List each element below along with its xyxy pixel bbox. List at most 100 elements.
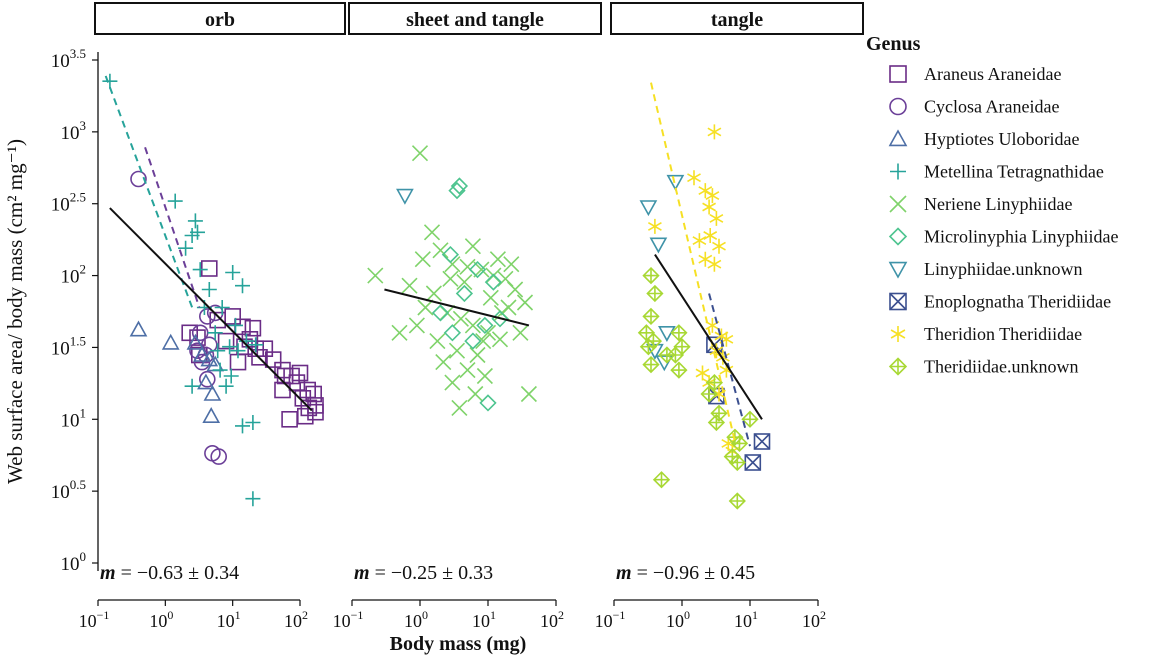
point-microlinyphia-linyphiidae (443, 324, 462, 342)
point-neriene-linyphiidae (367, 267, 384, 284)
point-neriene-linyphiidae (452, 310, 469, 327)
point-theridion-theridiidae (712, 238, 726, 254)
point-cyclosa-araneidae (199, 370, 216, 388)
series-fit-line (104, 75, 194, 308)
point-araneus-araneidae (217, 332, 235, 350)
point-theridion-theridiidae (647, 218, 662, 234)
point-theridiidae-unknown (673, 338, 691, 356)
slope-annotation: m = −0.25 ± 0.33 (354, 562, 493, 584)
point-theridiidae-unknown (642, 355, 660, 374)
legend-item-linyphiidae-unknown: Linyphiidae.unknown (888, 259, 1082, 279)
legend-label: Theridiidae.unknown (924, 357, 1078, 377)
y-tick-label: 100.5 (51, 477, 86, 503)
point-neriene-linyphiidae (520, 385, 537, 403)
legend-item-metellina-tetragnathidae: Metellina Tetragnathidae (890, 162, 1104, 182)
point-linyphiidae-unknown (655, 355, 674, 372)
y-tick-group: 100 100.5 101 101.5 102 102.5 103 103.5 (51, 46, 98, 575)
legend-item-neriene-linyphiidae: Neriene Linyphiidae (889, 194, 1072, 214)
legend-key-square-x (889, 292, 907, 311)
point-araneus-araneidae (244, 319, 262, 337)
x-tick-label: 100 (149, 608, 173, 631)
point-theridion-theridiidae (705, 188, 720, 204)
point-neriene-linyphiidae (489, 251, 506, 268)
point-microlinyphia-linyphiidae (431, 304, 450, 322)
legend: Genus Araneus Araneidae Cyclosa Araneidae… (866, 33, 1118, 377)
point-theridion-theridiidae (698, 251, 713, 267)
x-axis-label: Body mass (mg) (390, 633, 527, 655)
point-hyptiotes-uloboridae (129, 320, 148, 337)
point-neriene-linyphiidae (512, 324, 529, 341)
series-fit-line (144, 147, 201, 308)
panel-strip (610, 2, 864, 35)
point-neriene-linyphiidae (411, 145, 429, 162)
legend-item-enoplognatha-theridiidae: Enoplognatha Theridiidae (889, 292, 1111, 312)
y-tick-label: 100 (61, 549, 87, 575)
legend-key-asterisk (890, 326, 906, 342)
point-microlinyphia-linyphiidae (450, 177, 469, 195)
point-microlinyphia-linyphiidae (448, 181, 466, 200)
panel-title: sheet and tangle (406, 9, 544, 31)
point-theridiidae-unknown (670, 361, 688, 379)
legend-key-triangle-down (888, 261, 908, 279)
panel-fit-line (654, 254, 763, 420)
x-tick-label: 102 (540, 608, 564, 631)
point-theridiidae-unknown (670, 324, 688, 342)
point-metellina-tetragnathidae (210, 343, 226, 359)
point-theridion-theridiidae (698, 183, 713, 199)
point-metellina-tetragnathidae (230, 343, 246, 359)
point-araneus-araneidae (307, 403, 324, 421)
point-metellina-tetragnathidae (207, 325, 223, 341)
legend-item-theridiidae-unknown: Theridiidae.unknown (888, 357, 1078, 377)
point-linyphiidae-unknown (649, 237, 668, 254)
point-enoplognatha-theridiidae (744, 454, 762, 471)
point-theridion-theridiidae (715, 349, 730, 365)
point-neriene-linyphiidae (473, 261, 490, 278)
point-metellina-tetragnathidae (184, 378, 200, 394)
point-araneus-araneidae (256, 340, 274, 358)
point-neriene-linyphiidae (444, 374, 461, 391)
panel-strip (348, 2, 602, 35)
panel-tangle: tangle 10−1 100 101 102 m = −0.96 ± 0.45 (595, 2, 864, 631)
point-neriene-linyphiidae (432, 242, 449, 259)
point-neriene-linyphiidae (507, 281, 524, 298)
legend-key-triangle-up (888, 129, 908, 147)
x-tick-label: 100 (666, 608, 690, 631)
point-neriene-linyphiidae (516, 294, 534, 311)
point-linyphiidae-unknown (658, 325, 676, 342)
point-neriene-linyphiidae (500, 299, 517, 316)
point-metellina-tetragnathidae (222, 339, 238, 355)
legend-item-araneus-araneidae: Araneus Araneidae (889, 64, 1061, 84)
panel-fit-line (109, 207, 313, 412)
legend-key-x (889, 195, 907, 213)
point-microlinyphia-linyphiidae (484, 273, 503, 291)
point-neriene-linyphiidae (451, 399, 468, 416)
y-axis-label: Web surface area/ body mass (cm² mg⁻¹) (3, 139, 27, 484)
point-araneus-araneidae (305, 385, 323, 403)
point-theridiidae-unknown (652, 471, 671, 489)
point-neriene-linyphiidae (479, 324, 497, 341)
legend-label: Theridion Theridiidae (924, 324, 1082, 344)
legend-label: Araneus Araneidae (924, 64, 1061, 84)
y-tick-label: 101.5 (51, 333, 86, 359)
point-cyclosa-araneidae (210, 448, 227, 465)
point-neriene-linyphiidae (448, 342, 466, 359)
legend-label: Cyclosa Araneidae (924, 97, 1059, 117)
point-araneus-araneidae (224, 308, 241, 325)
point-linyphiidae-unknown (396, 188, 414, 205)
point-araneus-araneidae (274, 381, 291, 399)
point-microlinyphia-linyphiidae (441, 245, 460, 264)
point-linyphiidae-unknown (639, 200, 658, 217)
point-theridiidae-unknown (730, 434, 749, 453)
point-metellina-tetragnathidae (214, 300, 230, 315)
point-hyptiotes-uloboridae (202, 407, 221, 424)
x-tick-label: 102 (284, 608, 308, 631)
point-neriene-linyphiidae (491, 331, 509, 348)
point-araneus-araneidae (281, 410, 298, 428)
point-theridiidae-unknown (741, 410, 759, 428)
x-tick-label: 10−1 (333, 608, 364, 631)
point-neriene-linyphiidae (391, 324, 408, 341)
point-metellina-tetragnathidae (235, 278, 250, 294)
point-theridion-theridiidae (687, 170, 701, 186)
point-neriene-linyphiidae (425, 285, 442, 302)
point-neriene-linyphiidae (401, 277, 418, 294)
